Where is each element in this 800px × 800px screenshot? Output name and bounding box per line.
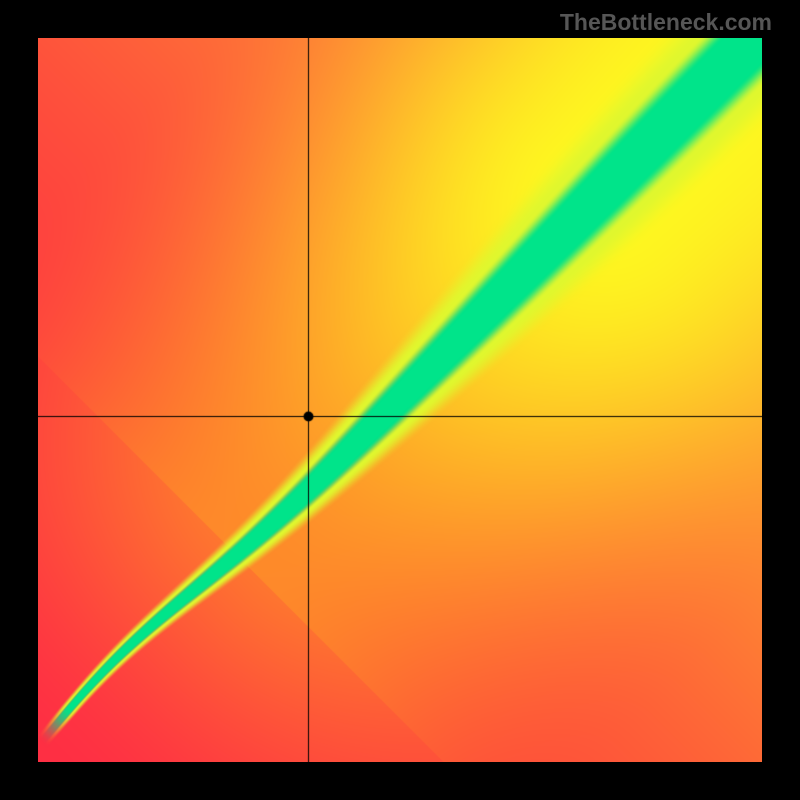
watermark-text: TheBottleneck.com xyxy=(560,9,772,36)
bottleneck-heatmap xyxy=(38,38,762,762)
